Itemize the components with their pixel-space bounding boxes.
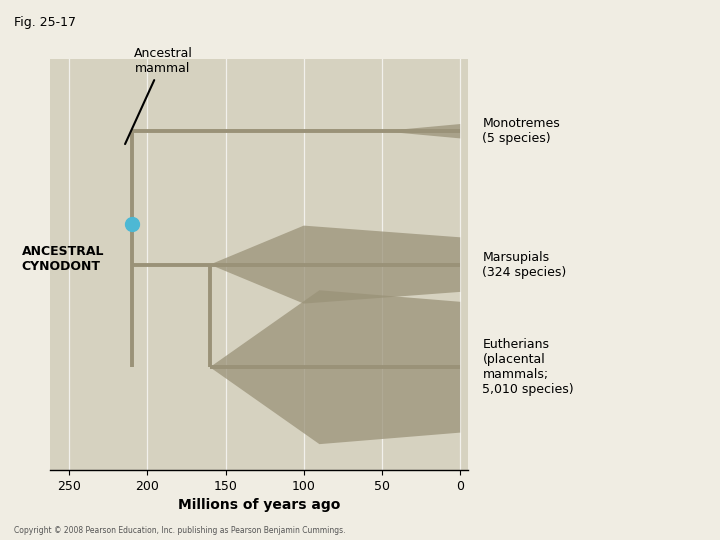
Polygon shape bbox=[210, 226, 460, 303]
Text: Eutherians
(placental
mammals;
5,010 species): Eutherians (placental mammals; 5,010 spe… bbox=[482, 338, 574, 396]
Text: Marsupials
(324 species): Marsupials (324 species) bbox=[482, 251, 567, 279]
Text: ANCESTRAL
CYNODONT: ANCESTRAL CYNODONT bbox=[22, 245, 104, 273]
X-axis label: Millions of years ago: Millions of years ago bbox=[178, 498, 341, 512]
Text: Copyright © 2008 Pearson Education, Inc. publishing as Pearson Benjamin Cummings: Copyright © 2008 Pearson Education, Inc.… bbox=[14, 525, 346, 535]
Text: Ancestral
mammal: Ancestral mammal bbox=[125, 47, 192, 144]
Polygon shape bbox=[382, 124, 460, 138]
Text: Monotremes
(5 species): Monotremes (5 species) bbox=[482, 117, 560, 145]
Text: Fig. 25-17: Fig. 25-17 bbox=[14, 16, 76, 29]
Polygon shape bbox=[210, 291, 460, 444]
